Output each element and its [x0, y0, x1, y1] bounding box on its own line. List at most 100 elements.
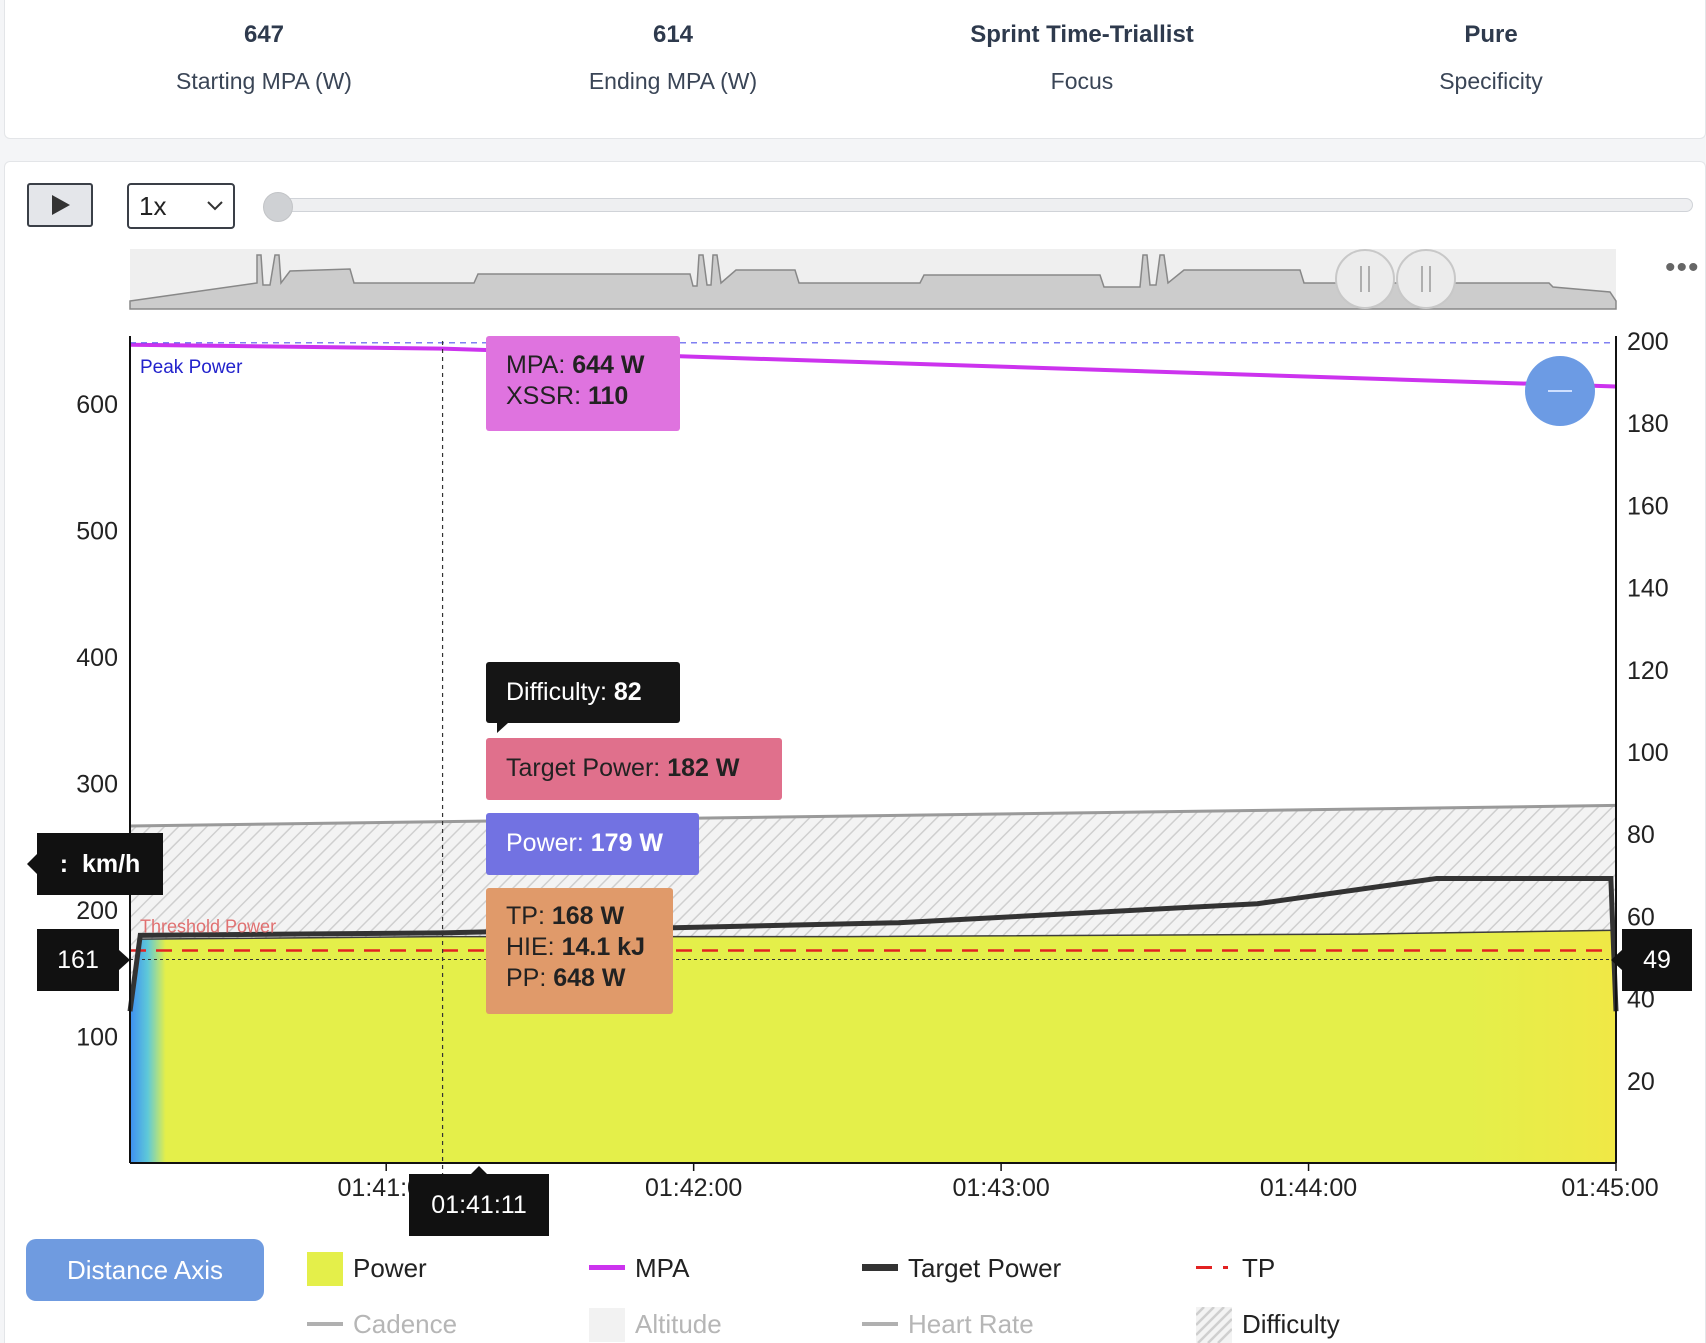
stats-card: 647 Starting MPA (W) 614 Ending MPA (W) …: [4, 0, 1706, 139]
speed-value: 1x: [139, 191, 167, 221]
legend-label: Heart Rate: [908, 1309, 1034, 1339]
stat-value: Sprint Time-Triallist: [970, 21, 1194, 48]
tp-tip-label: TP:: [506, 902, 552, 930]
altitude-swatch-icon: [589, 1308, 625, 1342]
power-fill: [130, 930, 1616, 1163]
cadence-swatch-icon: [307, 1322, 343, 1326]
stat-specificity: Pure Specificity: [1341, 18, 1641, 95]
right-badge-pointer: [1611, 950, 1622, 970]
tp-tip-value: 168 W: [551, 902, 625, 930]
distance-axis-button[interactable]: Distance Axis: [26, 1239, 264, 1301]
y-left-tick-label: 500: [76, 518, 118, 546]
more-options-icon[interactable]: •••: [1665, 251, 1700, 284]
hie-tip-label: HIE:: [506, 933, 562, 961]
target-tip-label: Target Power:: [506, 754, 668, 782]
left-axis-value-badge: 161: [37, 929, 119, 991]
stat-focus: Sprint Time-Triallist Focus: [932, 18, 1232, 95]
legend-label: MPA: [635, 1253, 690, 1283]
hie-tip-value: 14.1 kJ: [561, 933, 645, 961]
xssr-tip-label: XSSR:: [506, 382, 588, 410]
x-tick-label: 01:42:00: [645, 1174, 742, 1202]
play-button[interactable]: [27, 183, 93, 227]
stat-label: Ending MPA (W): [588, 68, 758, 94]
difficulty-tip-pointer: [497, 723, 508, 733]
legend-label: Altitude: [635, 1309, 722, 1339]
x-tick-label: 01:45:00: [1561, 1174, 1658, 1202]
y-right-tick-label: 20: [1627, 1068, 1655, 1096]
x-axis-ticks: 01:41:00 01:42:00 01:43:00 01:44:00 01:45:00: [338, 1163, 1659, 1202]
y-left-tick-label: 200: [76, 897, 118, 925]
difficulty-tip-value: 82: [613, 678, 642, 706]
timeline-thumb[interactable]: [263, 192, 293, 222]
y-right-tick-label: 140: [1627, 575, 1669, 603]
unit-badge-pointer: [27, 854, 37, 874]
stat-label: Focus: [1050, 68, 1114, 94]
legend-label: Target Power: [908, 1253, 1062, 1283]
y-left-tick-label: 300: [76, 771, 118, 799]
y-right-tick-label: 200: [1627, 328, 1669, 356]
target-power-line: [127, 875, 1619, 1012]
mpa-tooltip: MPA: 644 W XSSR: 110: [486, 336, 680, 431]
overview-minimap[interactable]: [129, 249, 1617, 310]
mpa-tip-value: 644 W: [572, 351, 645, 379]
zoom-out-button[interactable]: [1525, 356, 1595, 426]
target-power-swatch-icon: [862, 1264, 898, 1271]
y-left-tick-label: 100: [76, 1024, 118, 1052]
difficulty-tooltip: Difficulty: 82: [486, 662, 680, 723]
power-swatch-icon: [307, 1252, 343, 1286]
y-right-tick-label: 120: [1627, 657, 1669, 685]
y-right-tick-label: 160: [1627, 492, 1669, 520]
x-tick-label: 01:43:00: [952, 1174, 1049, 1202]
cursor-time-badge: 01:41:11: [409, 1174, 549, 1236]
mpa-line: [129, 342, 1617, 389]
peak-power-label: Peak Power: [140, 357, 243, 378]
stat-value: 647: [243, 21, 285, 48]
chevron-down-icon: [205, 185, 225, 239]
mpa-tip-label: MPA:: [506, 351, 573, 379]
pp-tip-label: PP:: [506, 964, 554, 992]
stat-value: Pure: [1464, 21, 1518, 48]
xssr-tip-value: 110: [587, 382, 629, 410]
playback-speed-select[interactable]: 1x: [127, 183, 235, 229]
y-axis-left-ticks: 100 200 300 400 500 600: [76, 391, 118, 1051]
speed-unit-badge: : km/h: [37, 833, 163, 895]
pp-tip-value: 648 W: [553, 964, 626, 992]
y-right-tick-label: 100: [1627, 739, 1669, 767]
stat-label: Starting MPA (W): [176, 68, 352, 94]
unit-label: km/h: [81, 850, 141, 878]
y-right-tick-label: 80: [1627, 821, 1655, 849]
legend-label: Power: [353, 1253, 427, 1283]
mpa-swatch-icon: [589, 1265, 625, 1270]
power-tip-label: Power:: [506, 829, 591, 857]
legend-label: Cadence: [353, 1309, 458, 1339]
left-badge-pointer: [119, 950, 130, 970]
power-tooltip: Power: 179 W: [486, 813, 699, 875]
legend-label: Difficulty: [1242, 1309, 1340, 1339]
x-tick-label: 01:44:00: [1260, 1174, 1357, 1202]
legend-label: TP: [1242, 1253, 1276, 1283]
plot-area: Peak Power Threshold Power 100 200 300 400 5…: [76, 328, 1668, 1202]
stat-value: 614: [652, 21, 694, 48]
play-icon: [52, 195, 70, 215]
target-tip-value: 182 W: [667, 754, 740, 782]
y-left-tick-label: 600: [76, 391, 118, 419]
overview-handle-right[interactable]: [1396, 249, 1456, 309]
overview-handle-left[interactable]: [1335, 249, 1395, 309]
stat-ending-mpa: 614 Ending MPA (W): [523, 18, 823, 95]
heart-rate-swatch-icon: [862, 1322, 898, 1326]
tp-swatch-icon: [1196, 1266, 1228, 1269]
difficulty-tip-label: Difficulty:: [506, 678, 614, 706]
threshold-power-label: Threshold Power: [140, 917, 276, 937]
y-right-tick-label: 60: [1627, 903, 1655, 931]
y-right-tick-label: 180: [1627, 410, 1669, 438]
time-badge-pointer: [471, 1166, 487, 1174]
power-tip-value: 179 W: [590, 829, 664, 857]
unit-colon: :: [59, 850, 69, 878]
y-left-tick-label: 400: [76, 644, 118, 672]
difficulty-swatch-icon: [1196, 1307, 1232, 1343]
tp-tooltip: TP: 168 W HIE: 14.1 kJ PP: 648 W: [486, 888, 673, 1014]
difficulty-line: [129, 803, 1617, 828]
stat-label: Specificity: [1439, 68, 1543, 94]
